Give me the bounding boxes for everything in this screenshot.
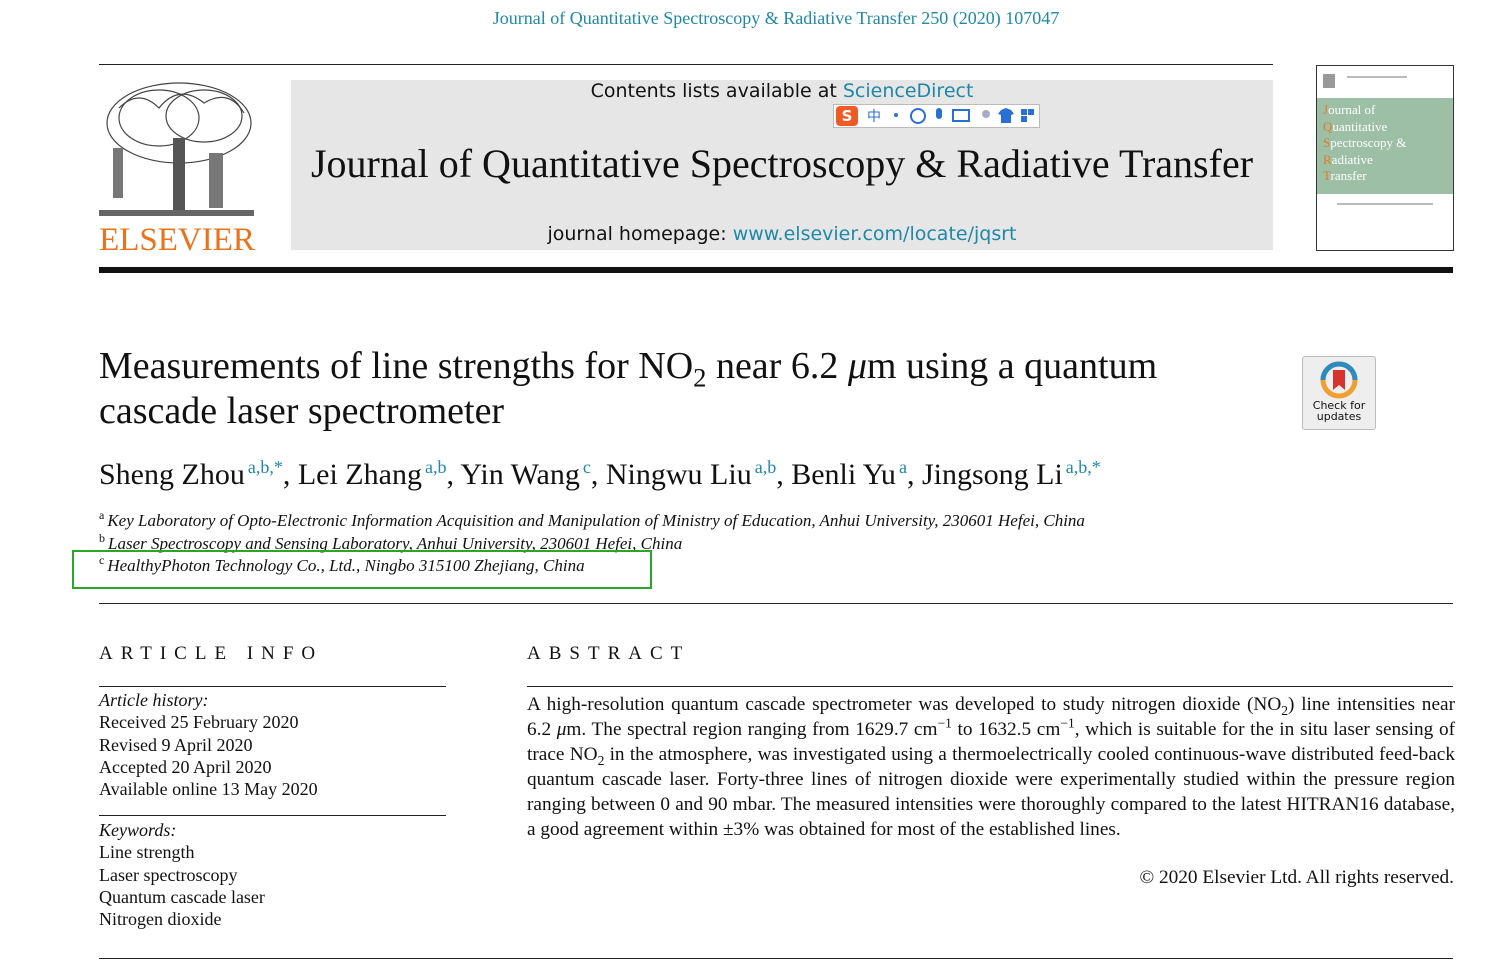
abstract-part: μ: [556, 719, 567, 740]
author-name: Ningwu Liu: [605, 458, 752, 491]
keyword: Line strength: [99, 842, 195, 863]
journal-cover: Journal of Quantitative Spectroscopy & Radi…: [1316, 65, 1454, 251]
author-affil: c: [582, 457, 591, 477]
abstract-sup: −1: [937, 715, 952, 731]
cover-line: Transfer: [1323, 168, 1367, 183]
affiliation-mark: a: [99, 508, 105, 523]
author-affil: a,b: [754, 457, 777, 477]
abstract-heading: ABSTRACT: [527, 643, 691, 664]
title-part: near 6.2: [706, 345, 848, 387]
journal-title: Journal of Quantitative Spectroscopy & R…: [310, 141, 1254, 186]
author-affil: a,b,: [247, 457, 274, 477]
contents-line: Contents lists available at ScienceDirec…: [291, 80, 1273, 102]
article-info-heading: ARTICLE INFO: [99, 643, 324, 664]
title-part: m using a quantum cascade laser spectrom…: [99, 345, 1158, 432]
keywords-label: Keywords:: [99, 820, 177, 840]
cover-line: Radiative: [1323, 151, 1373, 167]
affiliation: a Key Laboratory of Opto-Electronic Infor…: [99, 508, 1085, 533]
homepage-prefix: journal homepage:: [547, 223, 727, 245]
affiliation-text: Laser Spectroscopy and Sensing Laborator…: [108, 533, 683, 553]
author-star: *: [273, 457, 283, 477]
author-separator: ,: [906, 458, 922, 491]
author-separator: ,: [446, 458, 461, 491]
history-item: Accepted 20 April 2020: [99, 756, 272, 777]
contents-prefix: Contents lists available at: [590, 80, 837, 102]
author-name: Yin Wang: [460, 458, 580, 491]
history-item: Revised 9 April 2020: [99, 734, 253, 755]
keyword: Quantum cascade laser: [99, 886, 265, 907]
author-affil: a,b,: [1065, 457, 1092, 477]
history: Article history: Received 25 February 20…: [99, 690, 318, 799]
cover-text: Journal of Quantitative Spectroscopy & Radi…: [1323, 102, 1406, 185]
affiliation-text: Key Laboratory of Opto-Electronic Inform…: [107, 511, 1085, 530]
abstract-text: A high-resolution quantum cascade spectr…: [527, 692, 1455, 842]
rule: [99, 958, 1453, 959]
title-part: Measurements of line strengths for NO: [99, 345, 694, 387]
check-updates[interactable]: Check for updates: [1302, 356, 1376, 430]
keyword: Nitrogen dioxide: [99, 909, 222, 930]
title-sub: 2: [693, 362, 707, 393]
abstract-part: m. The spectral region ranging from 1629…: [566, 719, 938, 740]
cover-line: Spectroscopy &: [1323, 135, 1407, 150]
authors: Sheng Zhou a,b,*, Lei Zhang a,b, Yin Wang c…: [99, 458, 1101, 492]
affiliation-mark: c: [99, 553, 105, 568]
keyword: Laser spectroscopy: [99, 864, 238, 885]
abstract-part: ) line intensities near 6.2: [527, 694, 1455, 740]
rule: [99, 64, 1273, 65]
abstract-sub: 2: [1281, 702, 1289, 718]
author-separator: ,: [776, 458, 792, 491]
check-icon: [1320, 361, 1358, 399]
copyright: © 2020 Elsevier Ltd. All rights reserved…: [1139, 867, 1454, 888]
ime-toolbar[interactable]: S 中: [833, 104, 1040, 128]
citation[interactable]: Journal of Quantitative Spectroscopy & R…: [492, 8, 1060, 28]
history-label: Article history:: [99, 690, 209, 710]
svg-text:S: S: [842, 107, 853, 125]
homepage-link[interactable]: www.elsevier.com/locate/jqsrt: [732, 223, 1017, 245]
history-item: Available online 13 May 2020: [99, 779, 318, 800]
author-name: Lei Zhang: [297, 458, 422, 491]
abstract-part: in the atmosphere, was investigated usin…: [527, 744, 1455, 840]
affiliations: a Key Laboratory of Opto-Electronic Infor…: [99, 508, 1085, 578]
journal-banner: [291, 80, 1273, 250]
homepage-line: journal homepage: www.elsevier.com/locat…: [291, 223, 1273, 245]
author-name: Sheng Zhou: [99, 458, 245, 491]
author-separator: ,: [282, 458, 298, 491]
title-part: μ: [847, 345, 867, 387]
highlight-box: [72, 550, 652, 589]
affiliation-mark: b: [99, 530, 105, 545]
author-name: Jingsong Li: [921, 458, 1063, 491]
check-text: Check for: [1312, 399, 1366, 412]
keywords: Keywords: Line strength Laser spectroscop…: [99, 820, 265, 929]
cover-line: Journal of: [1323, 102, 1376, 117]
ime-label: 中: [867, 109, 881, 125]
rule: [527, 686, 1453, 687]
rule: [99, 686, 446, 687]
author-affil: a,b: [424, 457, 447, 477]
author-affil: a: [898, 457, 907, 477]
affiliation: b Laser Spectroscopy and Sensing Laborato…: [99, 530, 1085, 556]
abstract-sub: 2: [597, 752, 605, 768]
article-title: Measurements of line strengths for NO2 n…: [99, 344, 1279, 434]
abstract-part: to 1632.5 cm: [951, 719, 1061, 740]
author-separator: ,: [590, 458, 606, 491]
sciencedirect-link[interactable]: ScienceDirect: [842, 80, 974, 102]
cover-line: Quantitative: [1323, 118, 1388, 134]
abstract-sup: −1: [1060, 715, 1075, 731]
affiliation-text: HealthyPhoton Technology Co., Ltd., Ning…: [107, 556, 585, 575]
history-item: Received 25 February 2020: [99, 712, 299, 733]
affiliation: c HealthyPhoton Technology Co., Ltd., Nin…: [99, 553, 1085, 578]
ime-icons: S 中: [836, 106, 1034, 126]
author-name: Benli Yu: [791, 458, 896, 491]
publisher: ELSEVIER: [99, 222, 255, 253]
rule: [99, 603, 1453, 604]
author-star: *: [1091, 457, 1101, 477]
check-text: updates: [1316, 410, 1362, 423]
thick-rule: [99, 267, 1453, 273]
rule: [99, 815, 446, 816]
elsevier-logo: ELSEVIER: [99, 82, 255, 253]
abstract-part: A high-resolution quantum cascade spectr…: [527, 694, 1282, 715]
abstract-part: , which is suitable for the in situ lase…: [527, 719, 1455, 765]
